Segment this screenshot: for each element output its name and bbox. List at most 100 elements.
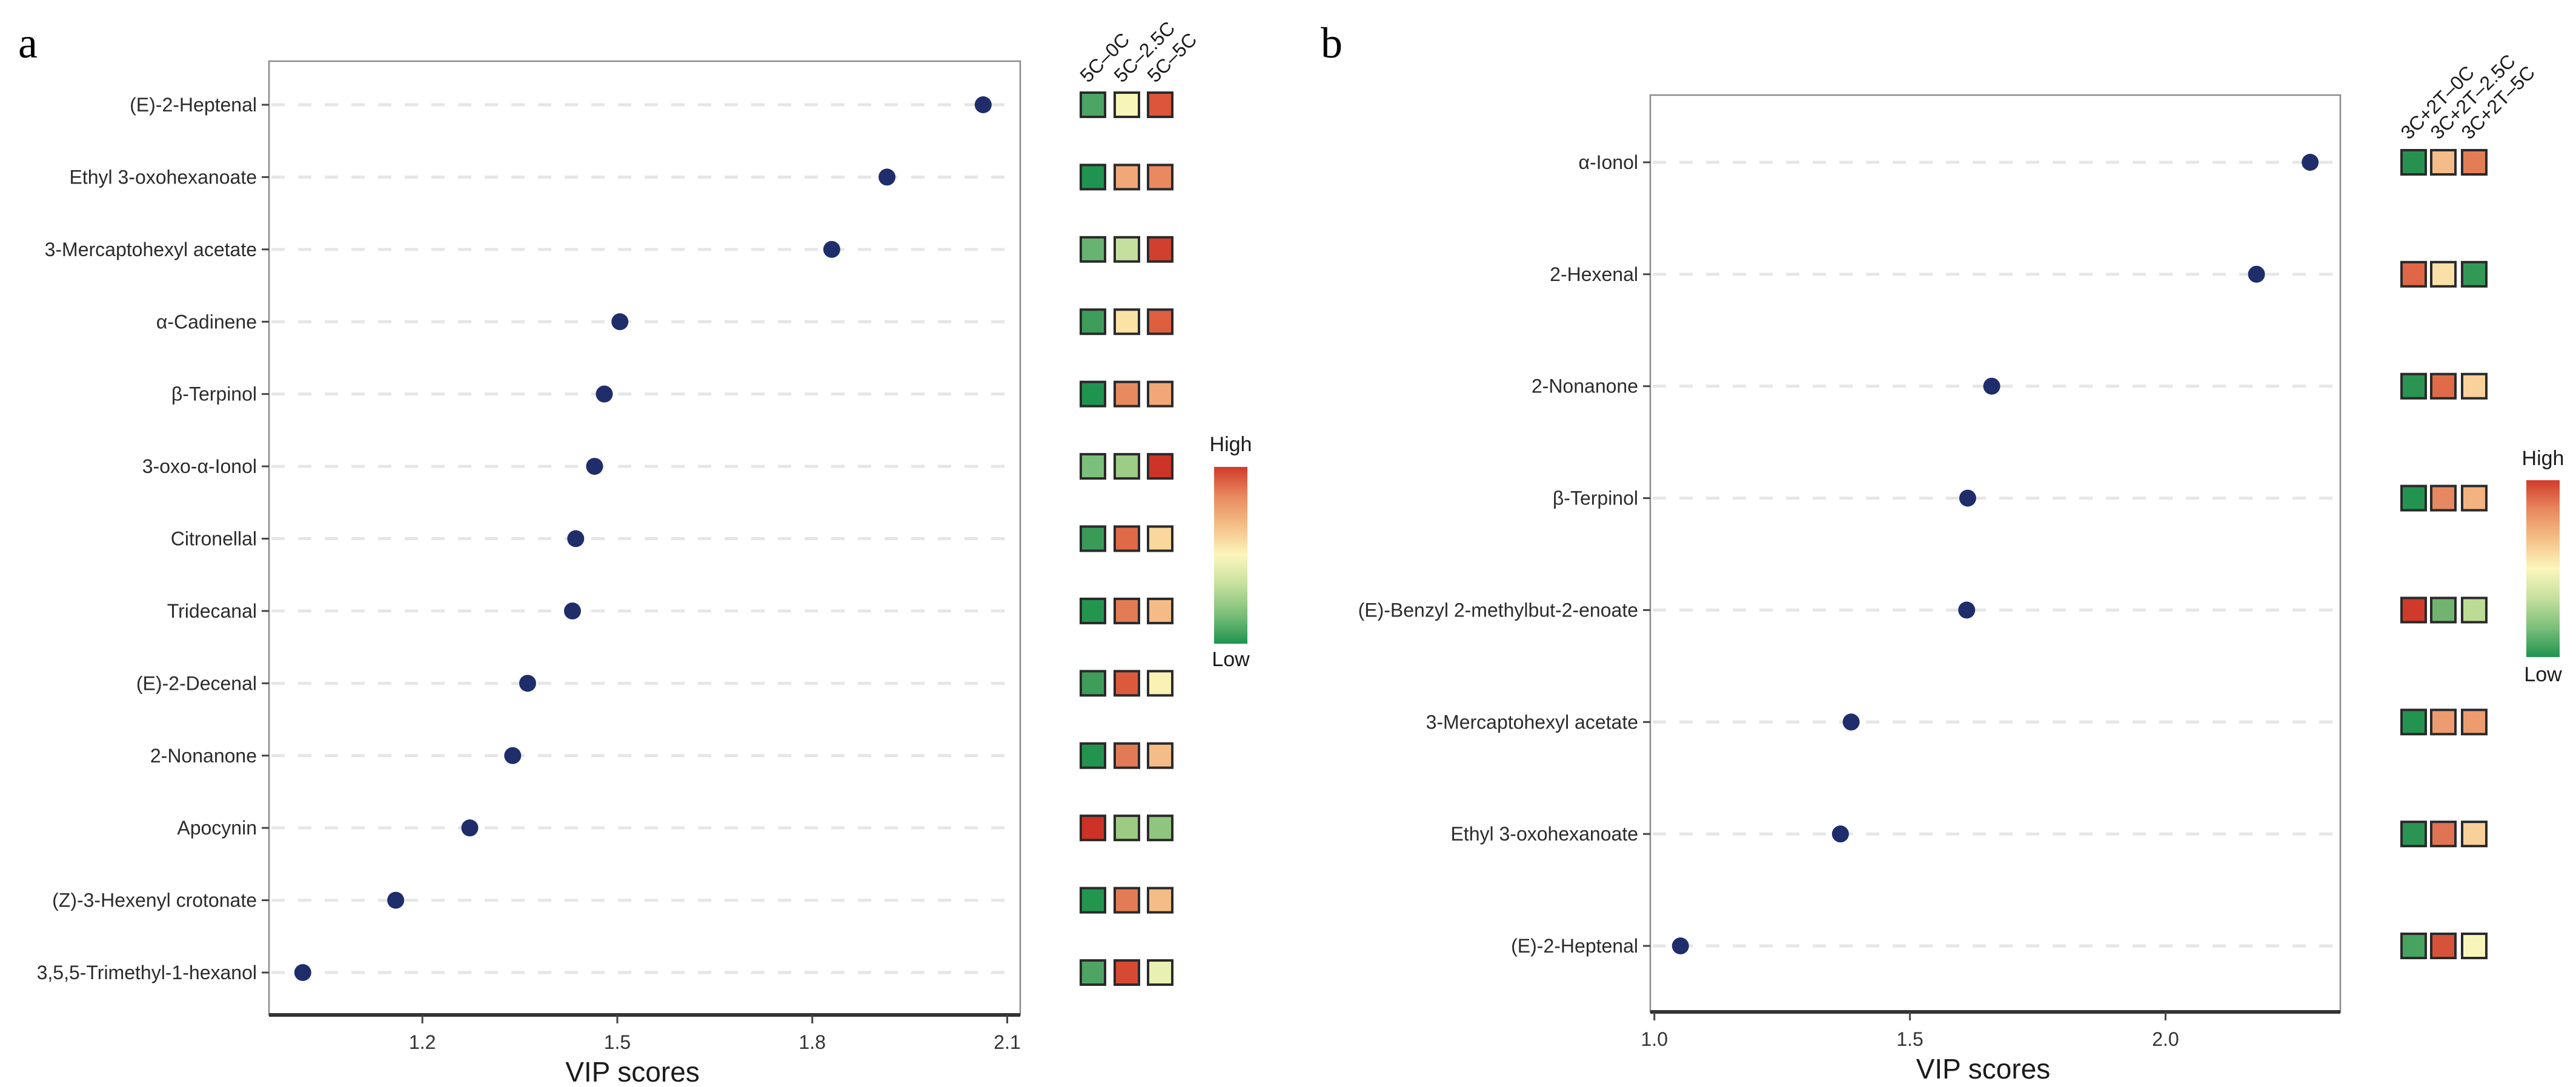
y-tick-label: β-Terpinol — [171, 383, 257, 405]
heatmap-tile — [2400, 484, 2427, 512]
heatmap-tile — [2400, 149, 2427, 176]
heatmap-tile — [2430, 484, 2457, 512]
data-point — [2302, 154, 2319, 171]
heatmap-tile — [1147, 308, 1173, 335]
x-tick-label: 1.8 — [799, 1031, 826, 1053]
x-tick-label: 1.5 — [604, 1031, 631, 1053]
heatmap-tile — [1147, 670, 1173, 697]
heatmap-tile — [2430, 149, 2457, 176]
heatmap-tile — [1147, 742, 1173, 769]
y-tick-label: Ethyl 3-oxohexanoate — [69, 166, 257, 188]
data-point — [1831, 825, 1849, 843]
heatmap-tile — [2400, 260, 2427, 288]
heatmap-tile — [2430, 709, 2457, 736]
y-tick-label: β-Terpinol — [1553, 487, 1638, 509]
x-tick-label: 1.0 — [1641, 1028, 1668, 1050]
heatmap-tile — [2461, 260, 2488, 288]
heatmap-tile — [1114, 597, 1140, 624]
heatmap-tile — [1114, 164, 1140, 191]
heatmap-tile — [1080, 91, 1106, 118]
data-point — [1842, 713, 1860, 731]
data-point — [1671, 937, 1689, 954]
heatmap-tile — [2461, 149, 2488, 176]
y-tick-label: 3-Mercaptohexyl acetate — [1426, 711, 1638, 733]
heatmap-tile — [1080, 670, 1106, 697]
heatmap-tile — [1114, 308, 1140, 335]
heatmap-tile — [2430, 260, 2457, 288]
heatmap-tile — [1114, 236, 1140, 263]
heatmap-tile — [2461, 484, 2488, 512]
data-point — [611, 313, 629, 331]
heatmap-tile — [1080, 742, 1106, 769]
heatmap-tile — [1147, 453, 1173, 480]
heatmap-tile — [1114, 380, 1140, 408]
x-tick-label: 1.2 — [409, 1031, 436, 1053]
y-tick-label: 3-Mercaptohexyl acetate — [45, 239, 257, 260]
heatmap-tile — [1147, 959, 1173, 986]
heatmap-tile — [1114, 742, 1140, 769]
heatmap-tile — [1080, 887, 1106, 914]
heatmap-tile — [1147, 236, 1173, 263]
heatmap-tile — [1080, 525, 1106, 552]
y-tick-label: 2-Nonanone — [150, 745, 257, 767]
heatmap-tile — [2430, 596, 2457, 624]
data-point — [294, 964, 311, 981]
data-point — [586, 458, 603, 475]
legend-low-label: Low — [2524, 663, 2562, 686]
x-axis-title: VIP scores — [565, 1056, 700, 1087]
data-point — [563, 602, 581, 619]
heatmap-tile — [1147, 887, 1173, 914]
heatmap-tile — [2461, 709, 2488, 736]
data-point — [519, 675, 536, 692]
heatmap-tile — [1080, 597, 1106, 624]
heatmap-tile — [2430, 372, 2457, 400]
y-tick-label: Ethyl 3-oxohexanoate — [1450, 823, 1638, 845]
x-axis-title: VIP scores — [1916, 1053, 2051, 1085]
panel-b: α-Ionol 2-Hexenal 2-Nonanone β-Terpinol (E)-… — [1358, 50, 2564, 1085]
heatmap-tile — [2400, 933, 2427, 959]
data-point — [878, 168, 896, 186]
heatmap-tile — [2461, 821, 2488, 848]
heatmap-tile — [1147, 380, 1173, 408]
heatmap-tile — [1080, 380, 1106, 408]
heatmap-tile — [2461, 933, 2488, 959]
heatmap-tile — [2400, 596, 2427, 624]
y-tick-label: (E)-2-Heptenal — [130, 94, 257, 116]
y-tick-label: (E)-Benzyl 2-methylbut-2-enoate — [1358, 599, 1638, 621]
y-tick-label: 3,5,5-Trimethyl-1-hexanol — [37, 962, 257, 983]
data-point — [823, 240, 840, 258]
data-point — [1959, 489, 1976, 507]
heatmap-tile — [2400, 709, 2427, 736]
heatmap-tile — [1147, 164, 1173, 191]
heatmap-tile — [1080, 164, 1106, 191]
data-point — [2248, 265, 2265, 283]
data-point — [461, 819, 479, 837]
heatmap-tile — [1080, 814, 1106, 842]
y-tick-label: 2-Hexenal — [1550, 263, 1638, 285]
heatmap-tile — [1114, 91, 1140, 118]
heatmap-tile — [2461, 372, 2488, 400]
panel-a: (E)-2-Heptenal Ethyl 3-oxohexanoate 3-Merc… — [37, 17, 1252, 1087]
heatmap-tile — [2461, 596, 2488, 624]
x-tick-label: 1.5 — [1896, 1028, 1923, 1050]
heatmap-tile — [1147, 91, 1173, 118]
data-point — [504, 747, 522, 764]
heatmap-tile — [2400, 372, 2427, 400]
y-tick-label: α-Cadinene — [156, 311, 257, 332]
heatmap-tile — [1080, 959, 1106, 986]
x-tick-label: 2.0 — [2152, 1028, 2179, 1050]
heatmap-tile — [1114, 814, 1140, 842]
color-legend-bar — [2526, 480, 2560, 657]
heatmap-tile — [1080, 453, 1106, 480]
heatmap-tile — [1114, 453, 1140, 480]
data-point — [1958, 601, 1976, 619]
heatmap-tile — [1080, 308, 1106, 335]
y-tick-label: 3-oxo-α-Ionol — [142, 455, 257, 477]
y-tick-label: Apocynin — [177, 817, 257, 839]
y-tick-label: α-Ionol — [1578, 151, 1638, 173]
heatmap-tile — [1147, 525, 1173, 552]
data-point — [596, 385, 613, 403]
data-point — [974, 96, 992, 113]
legend-high-label: High — [1210, 433, 1252, 456]
